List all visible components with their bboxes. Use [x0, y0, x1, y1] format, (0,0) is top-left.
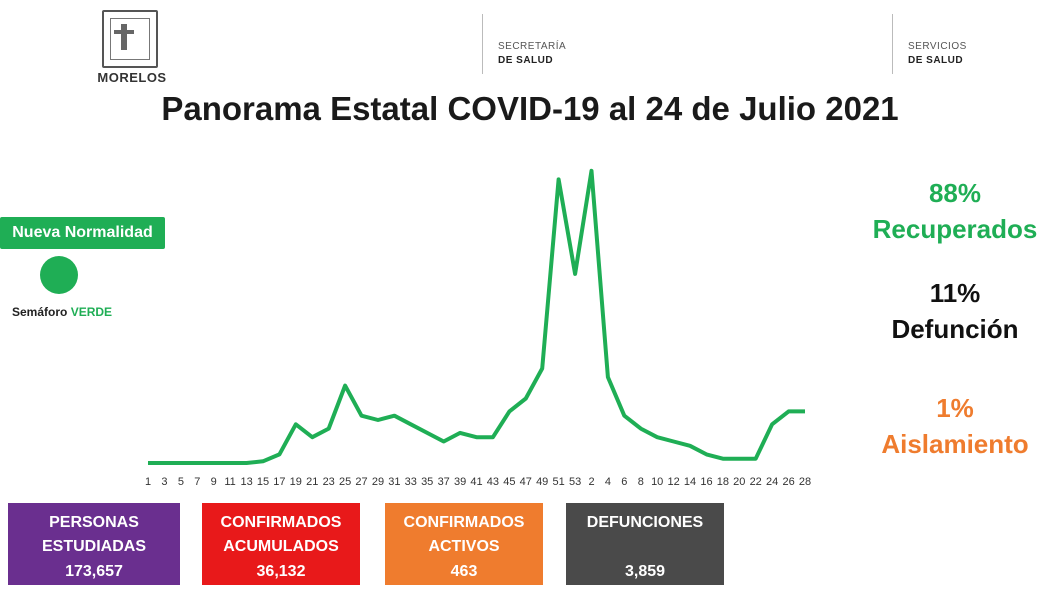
x-tick-label: 24: [766, 476, 778, 488]
acumulados-label-1: CONFIRMADOS: [220, 514, 342, 531]
x-tick-label: 23: [323, 476, 335, 488]
x-tick-label: 12: [667, 476, 679, 488]
activos-label-2: ACTIVOS: [428, 538, 500, 555]
estudiadas-label-1: PERSONAS: [49, 514, 139, 531]
secretaria-de-salud: SECRETARÍA DE SALUD: [498, 41, 567, 66]
header-divider: [482, 14, 483, 74]
x-tick-label: 27: [355, 476, 367, 488]
x-tick-label: 5: [178, 476, 184, 488]
aislamiento-percent: 1%: [936, 393, 974, 423]
x-tick-label: 53: [569, 476, 581, 488]
semaforo-green-dot: [40, 256, 78, 294]
x-tick-label: 28: [799, 476, 811, 488]
morelos-crest-icon: [102, 10, 158, 68]
x-tick-label: 2: [588, 476, 594, 488]
x-tick-label: 35: [421, 476, 433, 488]
x-tick-label: 26: [782, 476, 794, 488]
x-tick-label: 13: [240, 476, 252, 488]
defuncion-stat: 11% Defunción: [860, 275, 1050, 347]
confirmados-activos-box: CONFIRMADOS ACTIVOS 463: [385, 503, 543, 585]
x-tick-label: 29: [372, 476, 384, 488]
x-tick-label: 9: [211, 476, 217, 488]
x-tick-label: 49: [536, 476, 548, 488]
x-tick-label: 18: [717, 476, 729, 488]
x-tick-label: 25: [339, 476, 351, 488]
logo-label: MORELOS: [97, 70, 167, 85]
semaforo-text: Semáforo VERDE: [12, 305, 112, 319]
series-line: [148, 168, 805, 465]
x-tick-label: 7: [194, 476, 200, 488]
x-tick-label: 4: [605, 476, 611, 488]
x-tick-label: 43: [487, 476, 499, 488]
x-tick-label: 51: [552, 476, 564, 488]
estudiadas-value: 173,657: [65, 563, 123, 580]
defunciones-box: DEFUNCIONES . 3,859: [566, 503, 724, 585]
x-tick-label: 10: [651, 476, 663, 488]
activos-value: 463: [450, 563, 478, 580]
x-tick-label: 15: [257, 476, 269, 488]
x-tick-label: 19: [290, 476, 302, 488]
estudiadas-label-2: ESTUDIADAS: [41, 538, 146, 555]
x-tick-label: 22: [750, 476, 762, 488]
covid-line-chart: 1 3 5 7 9 11 13 15 17 19 21 23 25 27 29 31 33 35 37 39 41 43 4…: [145, 168, 811, 488]
recuperados-percent: 88%: [928, 178, 982, 208]
x-tick-label: 31: [388, 476, 400, 488]
x-tick-label: 8: [638, 476, 644, 488]
recuperados-label: Recuperados: [872, 214, 1038, 244]
defunciones-value: 3,859: [624, 563, 666, 580]
page-title: Panorama Estatal COVID-19 al 24 de Julio…: [161, 90, 899, 127]
x-tick-label: 16: [700, 476, 712, 488]
x-tick-label: 20: [733, 476, 745, 488]
morelos-logo: MORELOS: [92, 10, 172, 90]
recuperados-stat: 88% Recuperados: [860, 175, 1050, 247]
header-divider: [892, 14, 893, 74]
x-tick-label: 45: [503, 476, 515, 488]
x-tick-label: 21: [306, 476, 318, 488]
acumulados-value: 36,132: [256, 563, 306, 580]
activos-label-1: CONFIRMADOS: [403, 514, 525, 531]
x-tick-label: 39: [454, 476, 466, 488]
x-tick-label: 11: [224, 476, 235, 488]
acumulados-label-2: ACUMULADOS: [223, 538, 339, 555]
aislamiento-label: Aislamiento: [881, 429, 1029, 459]
personas-estudiadas-box: PERSONAS ESTUDIADAS 173,657: [8, 503, 180, 585]
confirmados-acumulados-box: CONFIRMADOS ACUMULADOS 36,132: [202, 503, 360, 585]
defunciones-label: DEFUNCIONES: [586, 514, 704, 531]
defuncion-percent: 11%: [929, 278, 981, 308]
semaforo-label: Semáforo: [12, 305, 68, 319]
nueva-normalidad-badge: Nueva Normalidad: [0, 217, 165, 249]
x-tick-label: 37: [438, 476, 450, 488]
semaforo-value: VERDE: [70, 305, 113, 319]
defuncion-label: Defunción: [891, 314, 1019, 344]
x-tick-label: 14: [684, 476, 696, 488]
x-tick-label: 33: [405, 476, 417, 488]
x-tick-label: 3: [161, 476, 167, 488]
x-tick-label: 17: [273, 476, 285, 488]
aislamiento-stat: 1% Aislamiento: [860, 390, 1050, 462]
x-tick-label: 6: [621, 476, 627, 488]
servicios-de-salud: SERVICIOS DE SALUD: [908, 41, 967, 66]
x-tick-label: 41: [470, 476, 482, 488]
x-tick-label: 1: [145, 476, 151, 488]
x-tick-label: 47: [520, 476, 532, 488]
